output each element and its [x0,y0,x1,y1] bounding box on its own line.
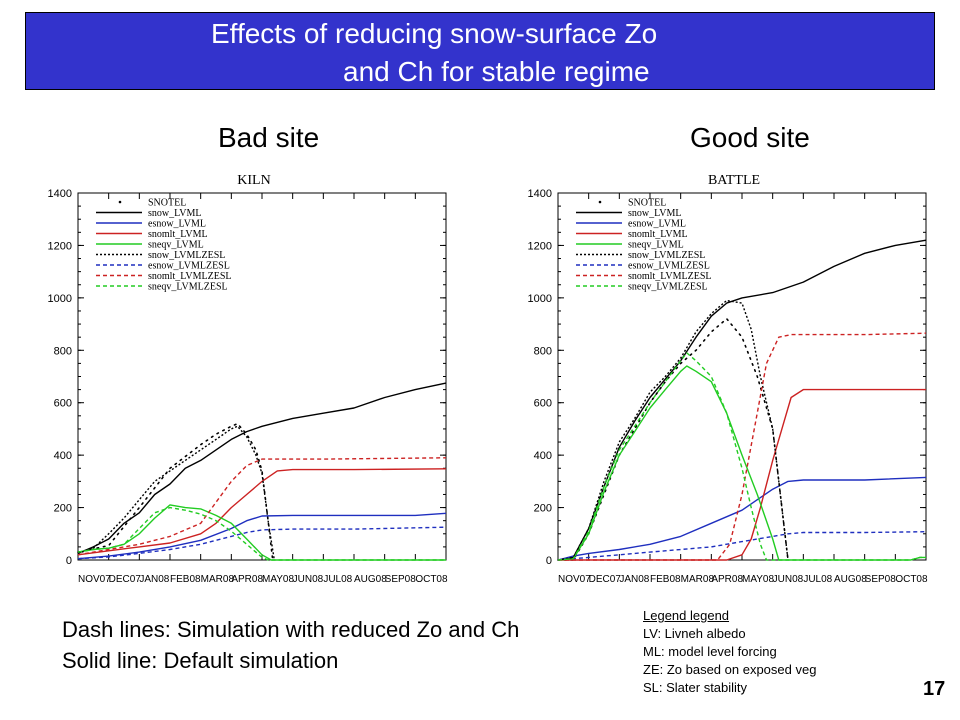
x-tick-label: JUN08 [773,574,804,585]
legend-label: snow_LVML [628,208,682,219]
y-tick-label: 800 [54,345,72,357]
legend-label: sneqv_LVMLZESL [628,282,708,293]
x-tick-label: SEP08 [865,574,897,585]
legend-label: snomlt_LVML [148,229,208,240]
y-tick-label: 400 [534,450,552,462]
page-number: 17 [923,678,946,700]
y-tick-label: 200 [534,503,552,515]
series-sneqv_LVMLZESL [557,352,926,561]
legend-marker [118,200,122,204]
y-tick-label: 1200 [528,240,552,252]
legend-label: esnow_LVML [628,219,686,230]
legend-label: snomlt_LVML [628,229,688,240]
legend-label: snow_LVML [148,208,202,219]
abbreviation-sl: SL: Slater stability [643,680,748,695]
legend-label: esnow_LVMLZESL [628,261,710,272]
x-tick-label: OCT08 [415,574,448,585]
chart-title: KILN [237,173,270,188]
chart-battle: BATTLE 0 200 400 600 800 1000 1200 1400 NOV07DEC0… [528,173,928,585]
series-esnow_LVMLZESL [557,531,927,561]
y-tick-label: 400 [54,450,72,462]
series-esnow_LVML [557,476,927,561]
plot-frame [77,192,447,561]
series-sneqv_LVMLZESL [77,506,446,561]
y-tick-label: 600 [534,398,552,410]
series-snomlt_LVMLZESL [558,332,927,561]
slide-title-line1: Effects of reducing snow-surface Zo [211,18,658,49]
title-bar [25,12,935,90]
x-tick-label: OCT08 [895,574,928,585]
x-tick-label: AUG08 [354,574,387,585]
x-tick-label: MAY08 [742,574,774,585]
x-tick-label: SEP08 [385,574,417,585]
legend-label: SNOTEL [628,198,666,209]
x-tick-label: JUL08 [323,574,352,585]
y-tick-label: 800 [534,345,552,357]
x-tick-label: NOV07 [558,574,591,585]
series-snomlt_LVMLZESL [77,457,447,556]
series-sneqv_LVML [557,365,926,561]
x-tick-label: APR08 [711,574,743,585]
y-tick-label: 0 [66,555,72,567]
legend-label: esnow_LVMLZESL [148,261,230,272]
series-SNOTEL [77,422,274,561]
note-solid-line: Solid line: Default simulation [62,648,339,673]
abbreviation-legend-header: Legend legend [643,608,730,623]
legend-marker [598,200,602,204]
x-tick-label: NOV07 [78,574,111,585]
x-tick-label: JUL08 [803,574,832,585]
y-tick-label: 0 [546,555,552,567]
y-tick-label: 200 [54,503,72,515]
y-tick-label: 1400 [48,188,72,200]
x-tick-label: DEC07 [109,574,142,585]
series-sneqv_LVML [77,504,446,561]
legend-label: snomlt_LVMLZESL [148,271,232,282]
series-snow_LVMLZESL [557,299,789,561]
series-esnow_LVMLZESL [77,526,447,560]
y-tick-label: 1200 [48,240,72,252]
x-tick-label: MAR08 [201,574,235,585]
slide-title-line2: and Ch for stable regime [343,56,650,87]
legend-label: snow_LVMLZESL [148,250,225,261]
x-tick-label: APR08 [231,574,263,585]
note-dash-lines: Dash lines: Simulation with reduced Zo a… [62,617,520,642]
y-tick-label: 1000 [528,293,552,305]
legend-label: esnow_LVML [148,219,206,230]
series-snow_LVML [557,239,927,561]
x-tick-label: FEB08 [170,574,201,585]
abbreviation-ml: ML: model level forcing [643,644,777,659]
abbreviation-lv: LV: Livneh albedo [643,626,746,641]
good-site-label: Good site [690,122,810,153]
y-tick-label: 600 [54,398,72,410]
x-tick-label: JAN08 [139,574,169,585]
series-snomlt_LVML [77,468,447,556]
x-tick-label: FEB08 [650,574,681,585]
legend-label: snow_LVMLZESL [628,250,705,261]
abbreviation-ze: ZE: Zo based on exposed veg [643,662,817,677]
chart-kiln: KILN0200400600800100012001400NOV07DEC07J… [48,173,448,585]
series-snomlt_LVML [558,388,926,561]
x-tick-label: DEC07 [589,574,622,585]
y-tick-label: 1400 [528,188,552,200]
x-tick-label: JUN08 [293,574,324,585]
legend-label: sneqv_LVML [148,240,204,251]
chart-title: BATTLE [708,173,760,188]
abbreviation-legend: Legend legend LV: Livneh albedo ML: mode… [643,607,816,697]
series-snow_LVML [77,382,447,555]
x-tick-label: MAY08 [262,574,294,585]
x-tick-label: MAR08 [681,574,715,585]
legend-label: SNOTEL [148,198,186,209]
legend-label: snomlt_LVMLZESL [628,271,712,282]
series-SNOTEL [557,318,789,561]
x-tick-label: AUG08 [834,574,867,585]
plot-frame [557,192,927,561]
legend-label: sneqv_LVMLZESL [148,282,228,293]
x-tick-label: JAN08 [619,574,649,585]
legend-label: sneqv_LVML [628,240,684,251]
y-tick-label: 1000 [48,293,72,305]
series-esnow_LVML [77,512,447,560]
bad-site-label: Bad site [218,122,320,153]
